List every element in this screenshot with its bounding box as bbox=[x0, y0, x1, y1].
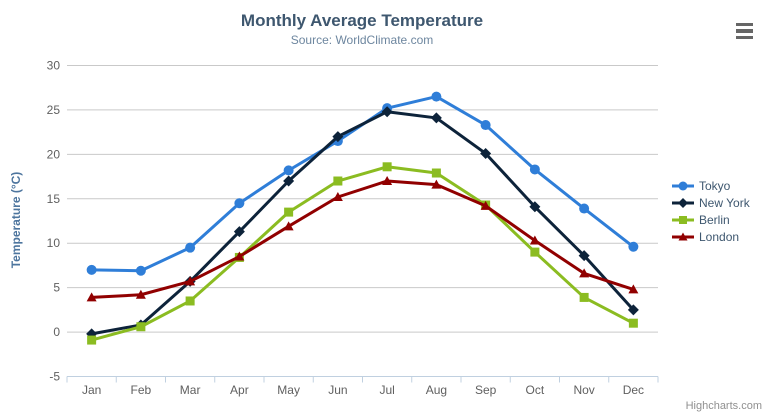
point-tokyo-feb[interactable] bbox=[135, 265, 146, 276]
point-london-nov[interactable] bbox=[579, 268, 590, 278]
x-axis-label-nov: Nov bbox=[573, 383, 594, 397]
point-london-sep[interactable] bbox=[480, 200, 491, 210]
y-axis-label: 25 bbox=[47, 103, 61, 117]
legend-marker-berlin bbox=[672, 215, 694, 224]
point-tokyo-apr[interactable] bbox=[234, 198, 245, 209]
point-berlin-nov[interactable] bbox=[579, 292, 589, 302]
legend-label-new-york: New York bbox=[699, 195, 750, 210]
point-london-dec[interactable] bbox=[628, 284, 639, 294]
legend-item-berlin[interactable]: Berlin bbox=[671, 211, 750, 228]
y-axis-label: 30 bbox=[47, 59, 61, 73]
point-new-york-jul[interactable] bbox=[381, 106, 393, 118]
point-london-oct[interactable] bbox=[529, 235, 540, 245]
y-axis-label: 15 bbox=[47, 192, 61, 206]
point-new-york-apr[interactable] bbox=[233, 226, 245, 238]
point-london-feb[interactable] bbox=[135, 289, 146, 299]
point-tokyo-may[interactable] bbox=[283, 165, 294, 176]
point-berlin-may[interactable] bbox=[284, 207, 294, 217]
x-axis-label-dec: Dec bbox=[623, 383, 644, 397]
series-line-berlin[interactable] bbox=[90, 165, 635, 342]
x-axis-label-feb: Feb bbox=[131, 383, 152, 397]
legend: Tokyo New York Berlin London bbox=[671, 177, 750, 245]
legend-label-tokyo: Tokyo bbox=[699, 178, 731, 193]
point-new-york-aug[interactable] bbox=[430, 112, 442, 124]
point-tokyo-oct[interactable] bbox=[529, 164, 540, 175]
point-tokyo-jan[interactable] bbox=[86, 264, 97, 275]
y-axis-label: -5 bbox=[49, 370, 60, 384]
point-berlin-mar[interactable] bbox=[185, 296, 195, 306]
legend-item-tokyo[interactable]: Tokyo bbox=[671, 177, 750, 194]
point-london-jun[interactable] bbox=[332, 192, 343, 202]
x-axis-label-sep: Sep bbox=[475, 383, 497, 397]
x-axis-label-apr: Apr bbox=[230, 383, 249, 397]
y-axis-label: 5 bbox=[53, 281, 60, 295]
point-london-jul[interactable] bbox=[382, 176, 393, 186]
credits-link[interactable]: Highcharts.com bbox=[685, 400, 762, 412]
point-berlin-jan[interactable] bbox=[87, 335, 97, 345]
point-new-york-oct[interactable] bbox=[529, 201, 541, 213]
y-axis-label: 20 bbox=[47, 147, 61, 161]
point-new-york-jun[interactable] bbox=[332, 131, 344, 143]
chart-title: Monthly Average Temperature bbox=[240, 11, 484, 30]
legend-label-london: London bbox=[699, 229, 740, 244]
point-new-york-nov[interactable] bbox=[578, 250, 590, 262]
legend-marker-tokyo bbox=[672, 181, 694, 190]
x-axis-label-jun: Jun bbox=[328, 383, 347, 397]
point-berlin-dec[interactable] bbox=[628, 318, 638, 328]
legend-item-london[interactable]: London bbox=[671, 228, 750, 245]
legend-label-berlin: Berlin bbox=[699, 212, 730, 227]
point-berlin-aug[interactable] bbox=[431, 168, 441, 178]
point-london-apr[interactable] bbox=[234, 251, 245, 261]
point-new-york-dec[interactable] bbox=[627, 304, 639, 316]
chart-subtitle: Source: WorldClimate.com bbox=[290, 33, 434, 47]
x-axis-label-aug: Aug bbox=[426, 383, 447, 397]
point-london-jan[interactable] bbox=[86, 292, 97, 302]
point-new-york-may[interactable] bbox=[283, 175, 295, 187]
point-tokyo-dec[interactable] bbox=[628, 241, 639, 252]
legend-marker-new-york bbox=[672, 197, 694, 208]
x-axis-label-jul: Jul bbox=[379, 383, 394, 397]
point-tokyo-nov[interactable] bbox=[579, 203, 590, 214]
legend-item-new-york[interactable]: New York bbox=[671, 194, 750, 211]
series-line-london[interactable] bbox=[90, 179, 635, 299]
point-tokyo-mar[interactable] bbox=[185, 242, 196, 253]
y-axis-label: 10 bbox=[47, 236, 61, 250]
point-london-aug[interactable] bbox=[431, 179, 442, 189]
x-axis-label-jan: Jan bbox=[82, 383, 101, 397]
point-berlin-jun[interactable] bbox=[333, 176, 343, 186]
series-line-new-york[interactable] bbox=[90, 110, 635, 336]
point-berlin-jul[interactable] bbox=[382, 162, 392, 172]
export-menu-button[interactable] bbox=[732, 21, 756, 41]
point-berlin-oct[interactable] bbox=[530, 247, 540, 257]
point-tokyo-sep[interactable] bbox=[480, 120, 491, 131]
point-new-york-sep[interactable] bbox=[480, 147, 492, 159]
y-axis-title: Temperature (°C) bbox=[9, 172, 23, 269]
x-axis-label-mar: Mar bbox=[180, 383, 201, 397]
point-berlin-feb[interactable] bbox=[136, 322, 146, 332]
x-axis-label-may: May bbox=[277, 383, 300, 397]
y-axis-label: 0 bbox=[53, 325, 60, 339]
point-tokyo-aug[interactable] bbox=[431, 91, 442, 102]
point-london-mar[interactable] bbox=[185, 276, 196, 286]
point-london-may[interactable] bbox=[283, 221, 294, 231]
x-axis-label-oct: Oct bbox=[526, 383, 545, 397]
legend-marker-london bbox=[672, 232, 694, 240]
